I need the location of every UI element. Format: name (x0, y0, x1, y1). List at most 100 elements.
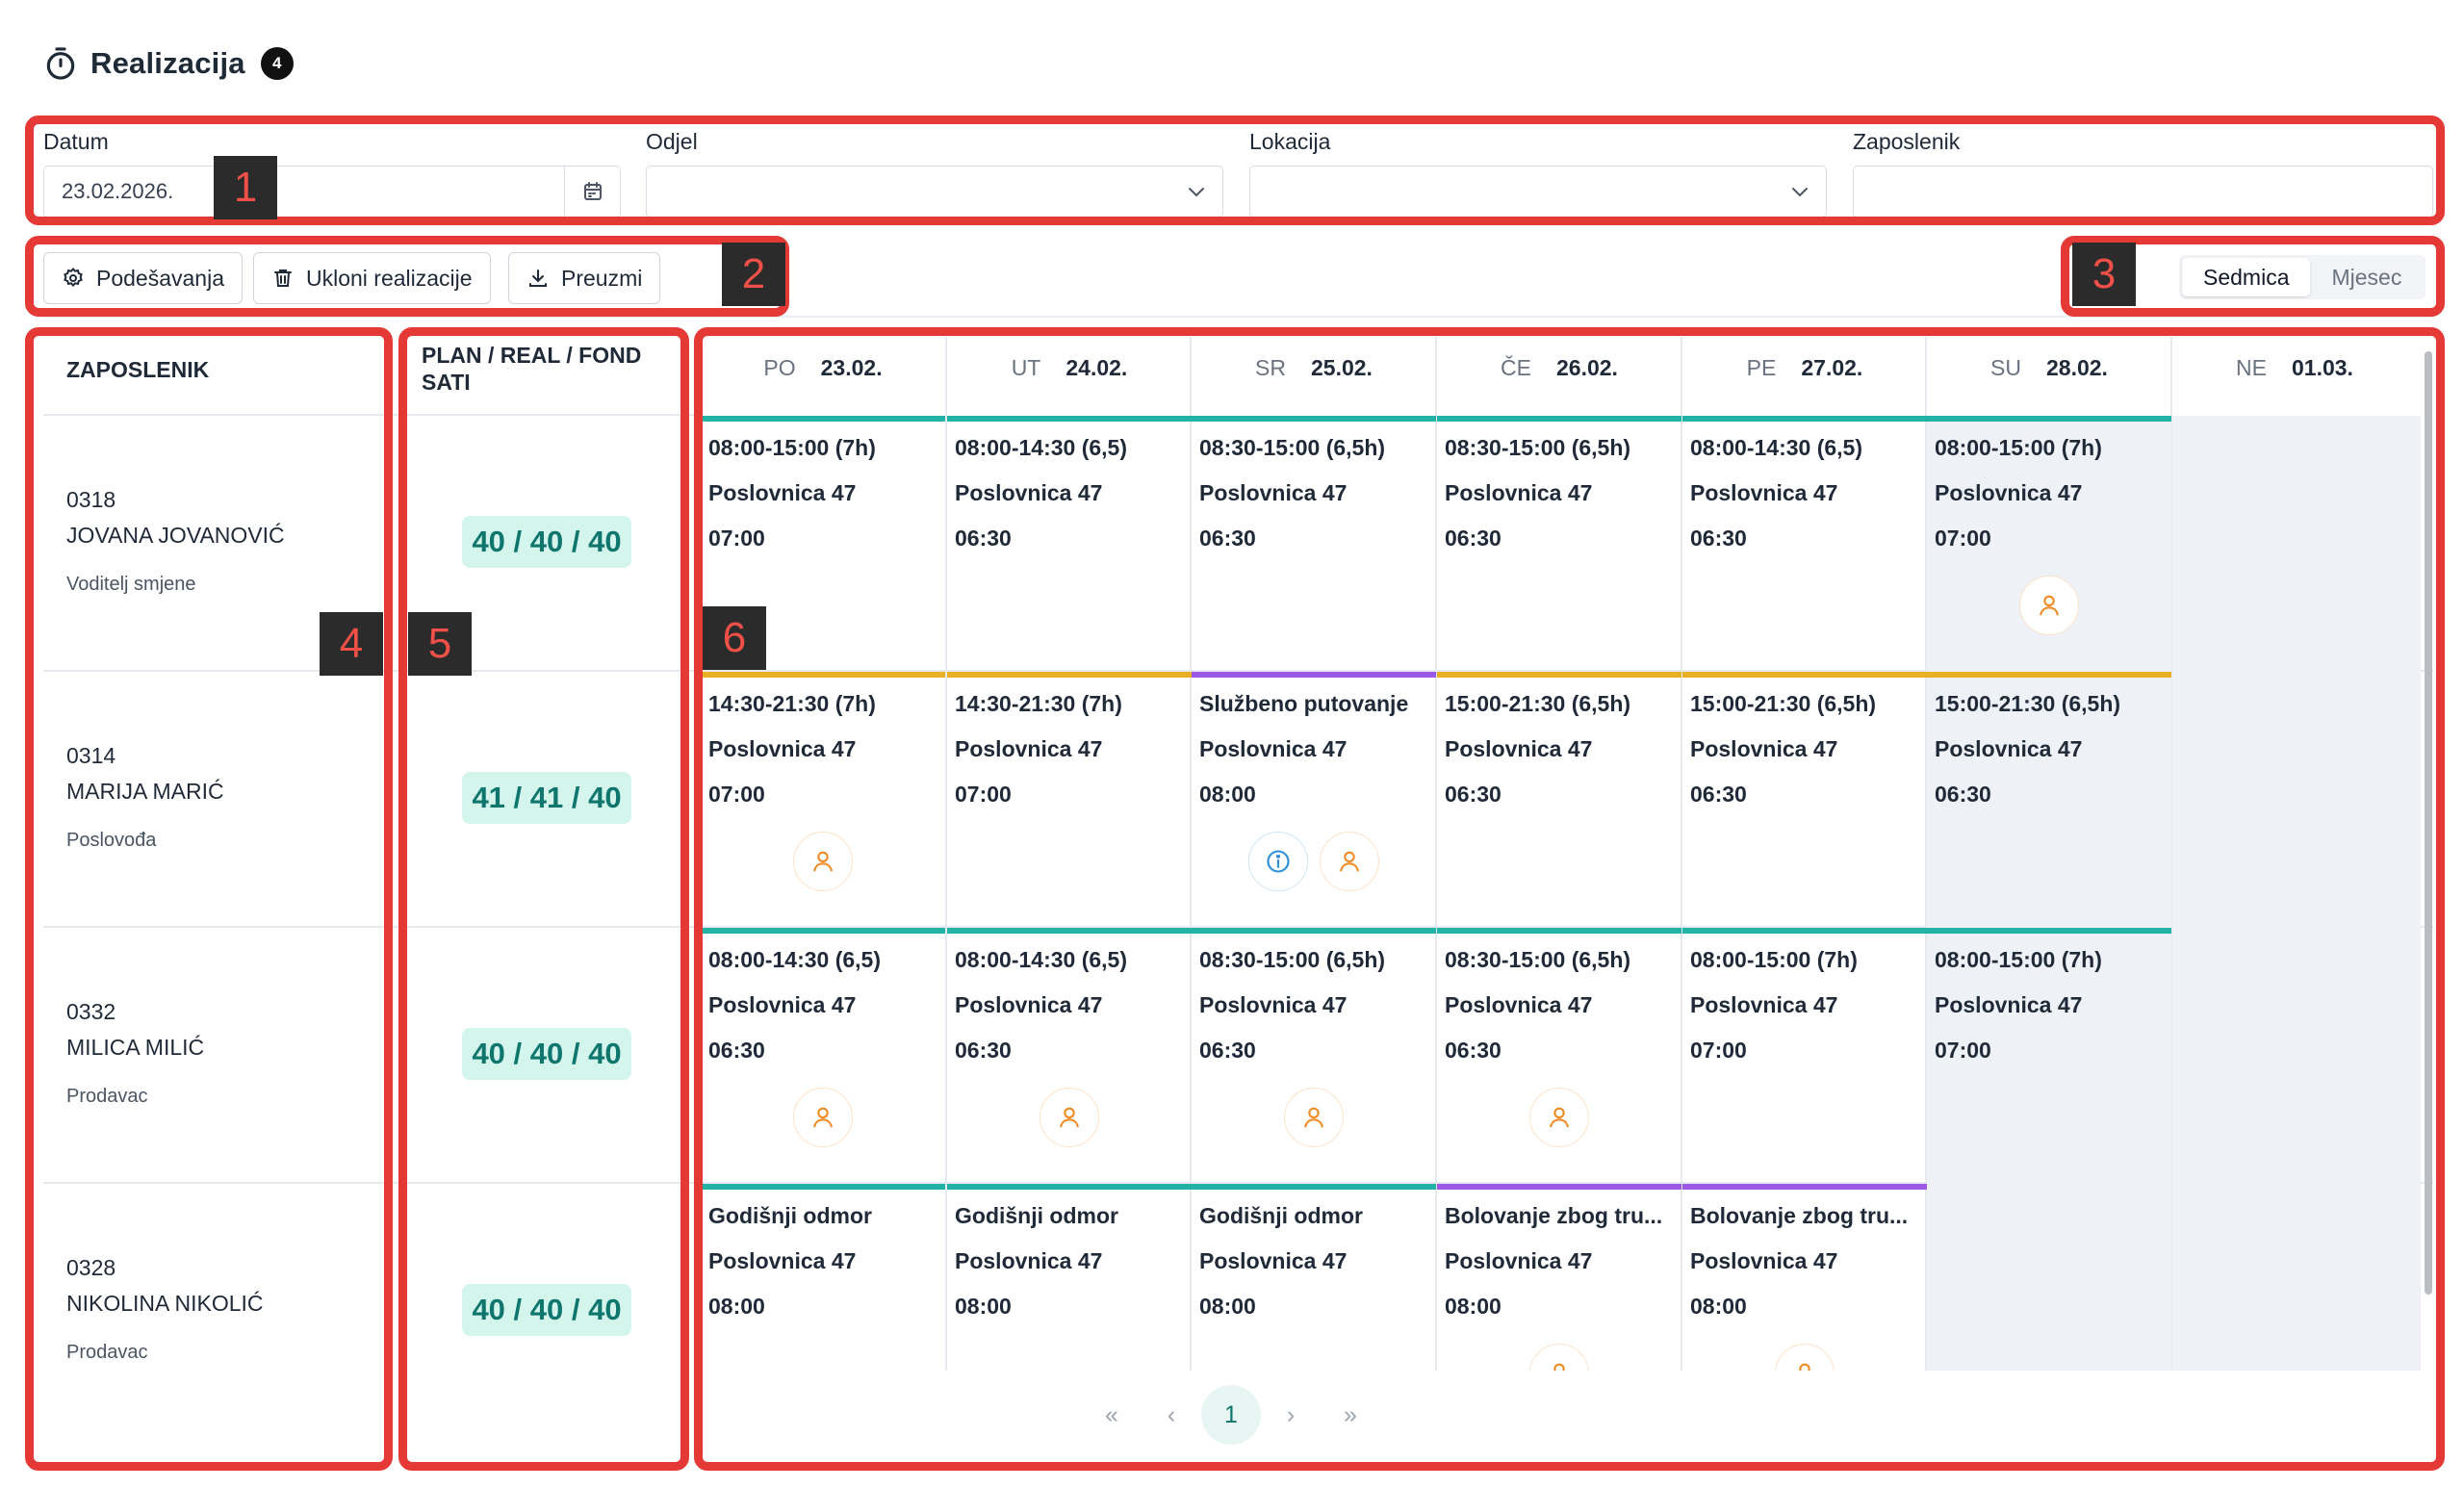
shift-cell[interactable]: 15:00-21:30 (6,5h) Poslovnica 47 06:30 (1437, 672, 1681, 926)
gear-icon (64, 268, 83, 287)
shift-time: Godišnji odmor (1199, 1203, 1363, 1228)
month-view-tab[interactable]: Mjesec (2331, 264, 2402, 290)
user-icon[interactable] (2019, 576, 2079, 635)
shift-cell[interactable]: 15:00-21:30 (6,5h) Poslovnica 47 06:30 (1927, 672, 2171, 926)
employee-name: JOVANA JOVANOVIĆ (66, 523, 285, 548)
employee-name: MILICA MILIĆ (66, 1035, 205, 1060)
employee-code: 0328 (66, 1255, 116, 1280)
shift-cell[interactable]: 08:00-15:00 (7h) Poslovnica 47 07:00 (1682, 928, 1927, 1182)
shift-location: Poslovnica 47 (1199, 1248, 1348, 1273)
shift-cell[interactable]: Bolovanje zbog tru... Poslovnica 47 08:00 (1682, 1184, 1927, 1371)
shift-location: Poslovnica 47 (955, 1248, 1103, 1273)
odjel-select[interactable] (646, 166, 1223, 218)
shift-cell[interactable]: 14:30-21:30 (7h) Poslovnica 47 07:00 (701, 672, 945, 926)
prev-page-button[interactable]: ‹ (1167, 1400, 1176, 1428)
zaposlenik-input[interactable] (1853, 166, 2433, 218)
shift-cell[interactable]: 08:30-15:00 (6,5h) Poslovnica 47 06:30 (1192, 928, 1436, 1182)
page-1-button[interactable]: 1 (1201, 1385, 1261, 1445)
user-icon[interactable] (1320, 832, 1379, 891)
date-input[interactable]: 23.02.2026. (43, 166, 621, 218)
shift-cell[interactable]: 08:30-15:00 (6,5h) Poslovnica 47 06:30 (1437, 928, 1681, 1182)
lokacija-select[interactable] (1249, 166, 1827, 218)
shift-cell[interactable]: 15:00-21:30 (6,5h) Poslovnica 47 06:30 (1682, 672, 1927, 926)
shift-duration: 07:00 (1935, 1038, 1991, 1063)
employee-code: 0332 (66, 999, 116, 1024)
shift-status-bar (1192, 672, 1436, 678)
day-divider (1190, 337, 1192, 1371)
page-header: Realizacija 4 (42, 44, 294, 83)
shift-duration: 07:00 (955, 782, 1012, 807)
shift-duration: 06:30 (955, 526, 1012, 551)
remove-realizations-button[interactable]: Ukloni realizacije (253, 252, 491, 304)
info-icon[interactable] (1248, 832, 1308, 891)
shift-location: Poslovnica 47 (1199, 736, 1348, 761)
shift-location: Poslovnica 47 (1445, 1248, 1593, 1273)
user-icon[interactable] (1529, 1088, 1589, 1147)
shift-cell[interactable]: 08:30-15:00 (6,5h) Poslovnica 47 06:30 (1437, 416, 1681, 670)
user-icon[interactable] (1775, 1344, 1835, 1371)
trash-icon (274, 269, 292, 287)
shift-duration: 06:30 (708, 1038, 765, 1063)
shift-cell[interactable]: Godišnji odmor Poslovnica 47 08:00 (701, 1184, 945, 1371)
shift-cell[interactable]: 08:00-14:30 (6,5) Poslovnica 47 06:30 (1682, 416, 1927, 670)
download-button[interactable]: Preuzmi (508, 252, 661, 304)
employee-code: 0314 (66, 743, 116, 768)
shift-duration: 06:30 (1935, 782, 1991, 807)
user-icon[interactable] (793, 832, 853, 891)
shift-location: Poslovnica 47 (708, 1248, 857, 1273)
shift-cell[interactable]: 08:00-15:00 (7h) Poslovnica 47 07:00 (701, 416, 945, 670)
shift-icons (1682, 1344, 1927, 1371)
datum-label: Datum (43, 129, 109, 154)
shift-status-bar (1192, 416, 1436, 422)
user-icon[interactable] (1284, 1088, 1344, 1147)
day-header: PO 23.02. (701, 339, 945, 397)
shift-status-bar (1437, 1184, 1681, 1190)
stopwatch-icon (46, 47, 75, 80)
user-icon[interactable] (793, 1088, 853, 1147)
shift-cell[interactable]: 08:00-14:30 (6,5) Poslovnica 47 06:30 (947, 928, 1192, 1182)
shift-duration: 06:30 (955, 1038, 1012, 1063)
shift-time: Bolovanje zbog tru... (1690, 1203, 1909, 1228)
shift-location: Poslovnica 47 (708, 480, 857, 505)
shift-cell[interactable]: Službeno putovanje Poslovnica 47 08:00 (1192, 672, 1436, 926)
shift-status-bar (947, 928, 1192, 934)
employee-row-3: 0332 MILICA MILIĆ Prodavac (66, 999, 204, 1108)
calendar-icon[interactable] (564, 167, 620, 217)
day-divider (1681, 337, 1682, 1371)
week-view-tab[interactable]: Sedmica (2182, 258, 2311, 296)
schedule-scrollbar[interactable] (2422, 342, 2435, 1372)
user-icon[interactable] (1529, 1344, 1589, 1371)
hours-badge: 40 / 40 / 40 (462, 1028, 631, 1080)
scrollbar-thumb[interactable] (2425, 351, 2432, 1295)
shift-icons (701, 832, 945, 891)
callout-number-3: 3 (2072, 243, 2136, 306)
shift-cell[interactable]: Godišnji odmor Poslovnica 47 08:00 (1192, 1184, 1436, 1371)
last-page-button[interactable]: » (1344, 1400, 1357, 1428)
shift-location: Poslovnica 47 (1935, 480, 2083, 505)
callout-number-1: 1 (214, 156, 277, 219)
shift-cell[interactable]: 08:30-15:00 (6,5h) Poslovnica 47 06:30 (1192, 416, 1436, 670)
shift-cell[interactable]: 14:30-21:30 (7h) Poslovnica 47 07:00 (947, 672, 1192, 926)
shift-location: Poslovnica 47 (1445, 736, 1593, 761)
shift-location: Poslovnica 47 (955, 992, 1103, 1017)
callout-number-5: 5 (408, 612, 472, 676)
shift-cell[interactable]: Godišnji odmor Poslovnica 47 08:00 (947, 1184, 1192, 1371)
shift-icons (1437, 1088, 1681, 1147)
shift-cell[interactable]: 08:00-14:30 (6,5) Poslovnica 47 06:30 (701, 928, 945, 1182)
settings-button[interactable]: Podešavanja (43, 252, 243, 304)
shift-time: 08:30-15:00 (6,5h) (1445, 947, 1631, 972)
shift-cell[interactable]: 08:00-14:30 (6,5) Poslovnica 47 06:30 (947, 416, 1192, 670)
shift-time: 14:30-21:30 (7h) (955, 691, 1122, 716)
shift-cell[interactable]: 08:00-15:00 (7h) Poslovnica 47 07:00 (1927, 928, 2171, 1182)
next-page-button[interactable]: › (1286, 1400, 1296, 1428)
first-page-button[interactable]: « (1105, 1400, 1118, 1428)
shift-cell[interactable]: 08:00-15:00 (7h) Poslovnica 47 07:00 (1927, 416, 2171, 670)
shift-time: Godišnji odmor (955, 1203, 1118, 1228)
shift-time: Službeno putovanje (1199, 691, 1409, 716)
chevron-down-icon (1774, 180, 1826, 203)
user-icon[interactable] (1040, 1088, 1099, 1147)
hours-column-header: PLAN / REAL / FOND SATI (422, 342, 641, 396)
shift-duration: 07:00 (1690, 1038, 1747, 1063)
lokacija-label: Lokacija (1249, 129, 1331, 154)
shift-cell[interactable]: Bolovanje zbog tru... Poslovnica 47 08:00 (1437, 1184, 1681, 1371)
